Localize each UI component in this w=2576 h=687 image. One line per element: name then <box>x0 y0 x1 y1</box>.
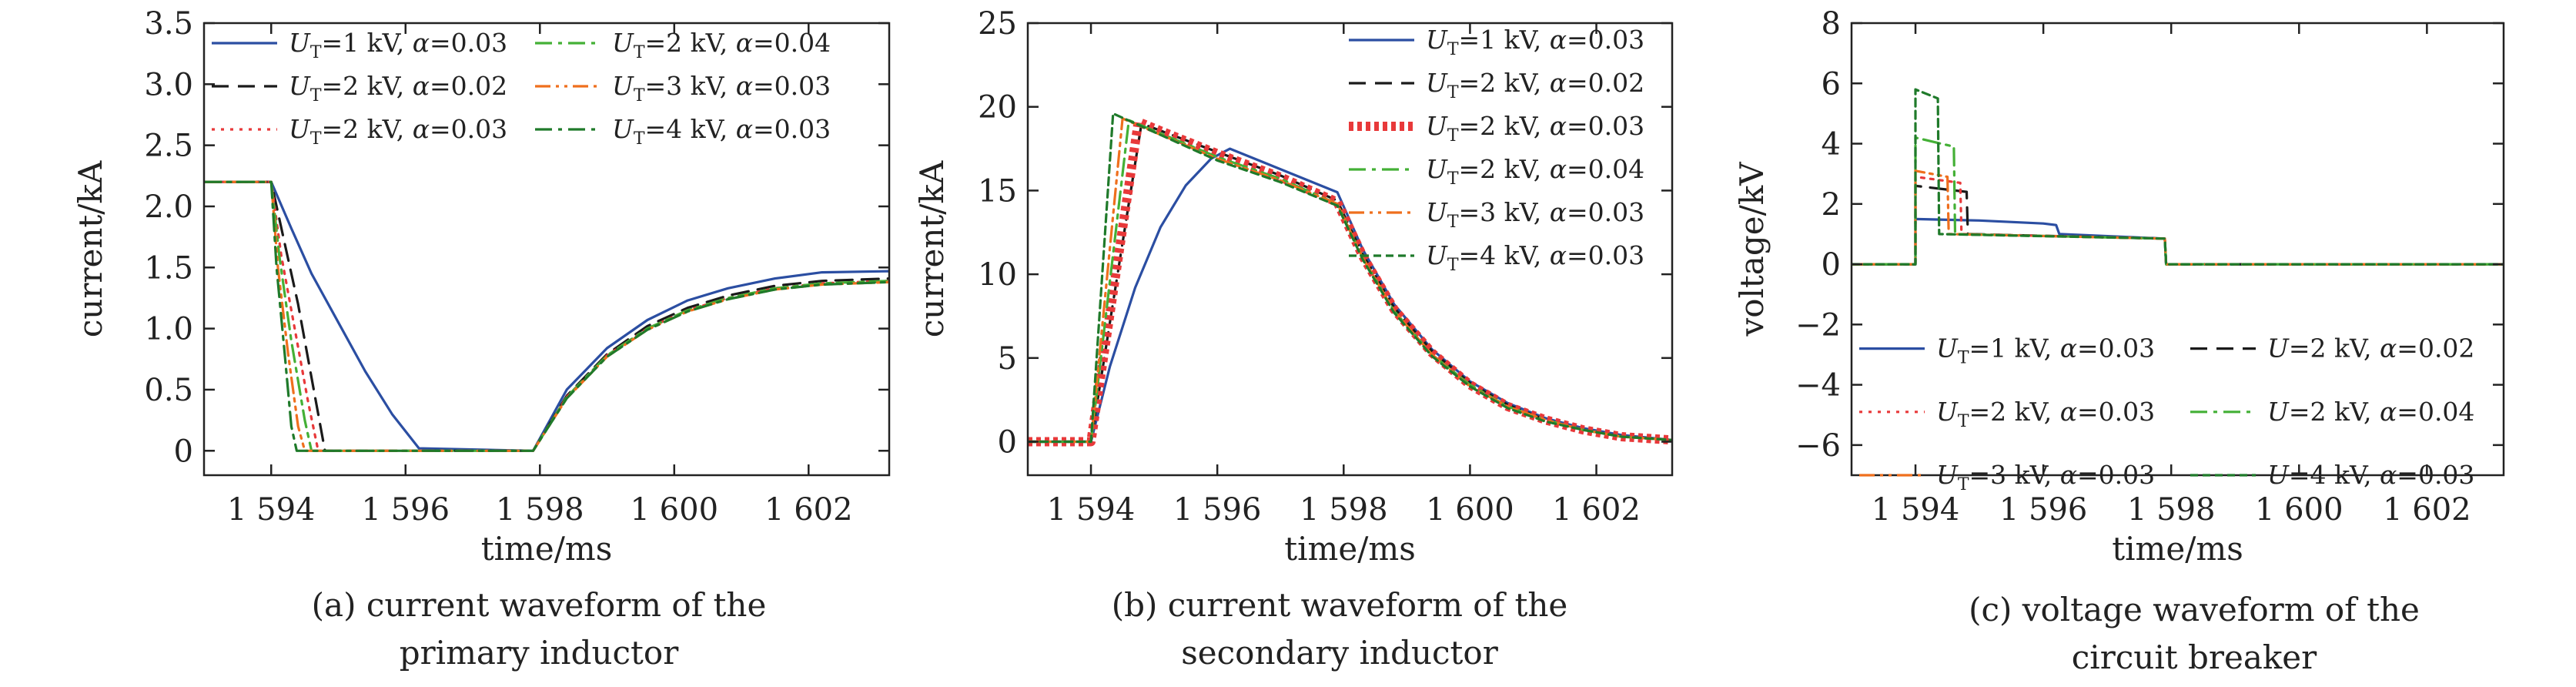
x-tick-label: 1 598 <box>2127 492 2216 528</box>
x-axis-label: time/ms <box>481 530 613 568</box>
series-line-6 <box>204 180 889 452</box>
y-tick-label: 2.0 <box>144 189 193 225</box>
legend-label: UT=2 kV, α=0.03 <box>1426 111 1644 146</box>
x-tick-label: 1 602 <box>764 492 853 528</box>
chart-panel-a: 1 594 1 596 1 598 1 600 1 602 0 0.5 1.0 1.5 2.0 2.… <box>72 6 891 672</box>
figure-caption: (c) voltage waveform of the <box>1969 591 2420 628</box>
y-tick-label: 15 <box>978 173 1017 209</box>
series-line-6 <box>1852 88 2504 266</box>
legend-label: UT=1 kV, α=0.03 <box>1426 25 1644 59</box>
figure-caption: (b) current waveform of the <box>1112 586 1568 624</box>
series-group <box>1852 88 2504 266</box>
y-axis-label: current/kA <box>72 160 109 337</box>
legend-label: U=4 kV, α=0.03 <box>2267 460 2474 490</box>
x-axis-label: time/ms <box>1284 530 1416 568</box>
y-tick-label: 2.5 <box>144 129 193 164</box>
x-tick-label: 1 600 <box>631 492 719 528</box>
y-axis-label: voltage/kV <box>1733 162 1771 337</box>
y-tick-label: 8 <box>1822 6 1841 42</box>
y-tick-label: 0.5 <box>144 373 193 408</box>
figure-caption: secondary inductor <box>1181 634 1498 672</box>
x-tick-label: 1 596 <box>1999 492 2088 528</box>
series-group <box>204 180 889 452</box>
series-line-6 <box>1028 112 1672 444</box>
y-tick-label: 25 <box>978 6 1017 42</box>
y-axis-label: current/kA <box>913 160 951 337</box>
y-tick-label: 0 <box>1822 247 1841 283</box>
legend-label: UT=3 kV, α=0.03 <box>1426 197 1644 232</box>
plot-frame <box>202 22 891 477</box>
legend-label: UT=2 kV, α=0.02 <box>1426 68 1644 102</box>
series-line-4 <box>1852 136 2504 266</box>
x-tick-label: 1 600 <box>1426 492 1514 528</box>
chart-panel-c: 1 594 1 596 1 598 1 600 1 602 −6 −4 −2 0 2 4 6 8 time… <box>1733 6 2505 676</box>
plot-frame <box>1026 22 1674 477</box>
series-line-4 <box>204 180 889 452</box>
series-line-1 <box>1028 147 1672 444</box>
x-tick-label: 1 594 <box>227 492 316 528</box>
x-tick-label: 1 594 <box>1047 492 1136 528</box>
legend-label: U=2 kV, α=0.02 <box>2267 333 2474 364</box>
series-line-2 <box>204 180 889 452</box>
x-tick-label: 1 596 <box>1173 492 1262 528</box>
y-tick-label: 2 <box>1822 187 1841 223</box>
legend-label: UT=2 kV, α=0.02 <box>289 71 507 106</box>
figure-caption: (a) current waveform of the <box>312 586 767 624</box>
x-tick-label: 1 598 <box>1300 492 1388 528</box>
figure-caption: primary inductor <box>400 634 680 672</box>
series-line-5 <box>204 180 889 452</box>
legend-label: UT=4 kV, α=0.03 <box>1426 240 1644 275</box>
legend-label: U=2 kV, α=0.04 <box>2267 397 2474 427</box>
x-tick-label: 1 602 <box>2383 492 2471 528</box>
y-tick-label: −2 <box>1795 307 1841 343</box>
y-tick-label: 1.5 <box>144 250 193 286</box>
y-tick-label: 0 <box>998 425 1017 461</box>
y-tick-label: 0 <box>174 434 193 469</box>
y-tick-label: 6 <box>1822 66 1841 102</box>
series-line-5 <box>1852 169 2504 266</box>
chart-panel-b: 1 594 1 596 1 598 1 600 1 602 0 5 10 15 20 25 time/… <box>913 6 1674 672</box>
legend: UT=1 kV, α=0.03 U=2 kV, α=0.02 UT=2 kV, α=… <box>1859 333 2474 494</box>
legend-label: UT=1 kV, α=0.03 <box>289 28 507 62</box>
legend-label: UT=1 kV, α=0.03 <box>1936 333 2155 368</box>
y-tick-label: 5 <box>998 341 1017 377</box>
y-tick-label: 10 <box>978 257 1017 293</box>
legend-label: UT=3 kV, α=0.03 <box>612 71 831 106</box>
legend: UT=1 kV, α=0.03 UT=2 kV, α=0.04 UT=2 kV, α… <box>212 28 831 149</box>
legend-label: UT=2 kV, α=0.04 <box>612 28 831 62</box>
y-tick-label: 1.0 <box>144 312 193 347</box>
x-tick-label: 1 602 <box>1552 492 1641 528</box>
y-tick-label: −4 <box>1795 368 1841 404</box>
legend-label: UT=2 kV, α=0.04 <box>1426 154 1644 189</box>
x-tick-label: 1 598 <box>496 492 584 528</box>
plot-frame <box>1850 22 2505 477</box>
x-tick-label: 1 594 <box>1872 492 1960 528</box>
y-tick-label: −6 <box>1795 428 1841 464</box>
x-tick-label: 1 596 <box>362 492 450 528</box>
legend-label: UT=3 kV, α=0.03 <box>1936 460 2155 494</box>
y-tick-label: 20 <box>978 90 1017 126</box>
y-tick-label: 3.5 <box>144 6 193 42</box>
legend-label: UT=2 kV, α=0.03 <box>289 114 507 149</box>
figure-caption: circuit breaker <box>2072 638 2317 676</box>
series-line-1 <box>204 180 889 452</box>
y-tick-label: 4 <box>1822 127 1841 163</box>
x-axis-label: time/ms <box>2112 530 2243 568</box>
series-group <box>1028 112 1672 447</box>
legend: UT=1 kV, α=0.03 UT=2 kV, α=0.02 UT=2 kV, α… <box>1349 25 1644 275</box>
legend-label: UT=4 kV, α=0.03 <box>612 114 831 149</box>
series-line-3 <box>204 180 889 452</box>
legend-label: UT=2 kV, α=0.03 <box>1936 397 2155 431</box>
x-tick-label: 1 600 <box>2255 492 2343 528</box>
y-tick-label: 3.0 <box>144 67 193 102</box>
